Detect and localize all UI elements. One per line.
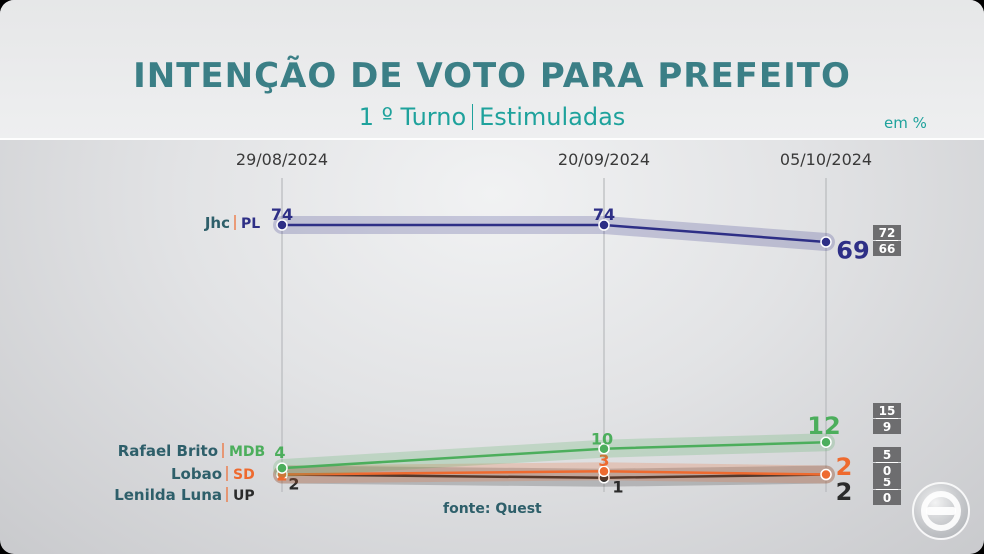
data-label-jhc: 69 xyxy=(836,237,869,265)
range-value-lenilda-luna: 5 xyxy=(883,475,891,489)
series-band-jhc xyxy=(273,216,835,251)
x-tick-label: 20/09/2024 xyxy=(558,150,650,169)
series-party-lenilda-luna: UP xyxy=(233,488,255,504)
range-box xyxy=(873,241,901,256)
range-box xyxy=(873,419,901,434)
data-point-rafael-brito xyxy=(820,436,832,448)
series-party-jhc: PL xyxy=(241,216,260,232)
range-value-lobao: 0 xyxy=(883,464,891,478)
x-tick-label: 29/08/2024 xyxy=(236,150,328,169)
series-name-jhc: Jhc xyxy=(204,214,230,232)
series-name-lobao: Lobao xyxy=(171,465,222,483)
range-box xyxy=(873,225,901,240)
header-divider xyxy=(0,138,984,140)
chart-title: INTENÇÃO DE VOTO PARA PREFEITO xyxy=(133,56,851,96)
data-point-lobao xyxy=(820,468,832,481)
source-label: fonte: Quest xyxy=(443,501,542,517)
range-value-jhc: 72 xyxy=(879,226,896,240)
range-value-jhc: 66 xyxy=(879,242,896,256)
range-value-lobao: 5 xyxy=(883,448,891,462)
range-box xyxy=(873,447,901,462)
range-box xyxy=(873,403,901,418)
data-label-rafael-brito: 10 xyxy=(591,429,613,448)
data-point-jhc xyxy=(598,219,610,231)
data-label-lobao: 2 xyxy=(276,465,287,484)
data-label-lenilda-luna: 2 xyxy=(836,478,853,506)
subtitle-type: Estimuladas xyxy=(479,103,626,131)
series-party-rafael-brito: MDB xyxy=(229,444,265,460)
data-label-lobao: 3 xyxy=(598,451,609,470)
tv-globo-logo-icon xyxy=(912,482,970,540)
data-point-jhc xyxy=(820,236,832,248)
data-point-rafael-brito xyxy=(276,462,288,474)
unit-label: em % xyxy=(884,114,927,132)
subtitle-round: 1 º Turno xyxy=(358,103,467,131)
series-party-lobao: SD xyxy=(233,467,255,483)
data-label-rafael-brito: 12 xyxy=(807,412,840,440)
data-label-lobao: 2 xyxy=(836,453,853,481)
chart-subtitle: 1 º Turno Estimuladas xyxy=(0,103,984,131)
series-name-rafael-brito: Rafael Brito xyxy=(118,442,218,460)
x-tick-label: 05/10/2024 xyxy=(780,150,872,169)
subtitle-separator xyxy=(472,104,474,130)
data-label-jhc: 74 xyxy=(593,205,615,224)
data-point-lobao xyxy=(598,465,610,478)
data-label-jhc: 74 xyxy=(271,205,293,224)
header-band xyxy=(0,0,984,140)
range-value-lenilda-luna: 0 xyxy=(883,491,891,505)
data-point-rafael-brito xyxy=(598,442,610,455)
range-value-rafael-brito: 9 xyxy=(883,420,891,434)
range-box xyxy=(873,490,901,505)
data-label-lenilda-luna: 2 xyxy=(288,474,299,493)
range-value-rafael-brito: 15 xyxy=(879,404,896,418)
range-box xyxy=(873,463,901,478)
data-label-rafael-brito: 4 xyxy=(274,443,285,462)
series-name-lenilda-luna: Lenilda Luna xyxy=(114,486,222,504)
data-label-lenilda-luna: 1 xyxy=(612,478,623,497)
data-point-jhc xyxy=(276,219,288,231)
